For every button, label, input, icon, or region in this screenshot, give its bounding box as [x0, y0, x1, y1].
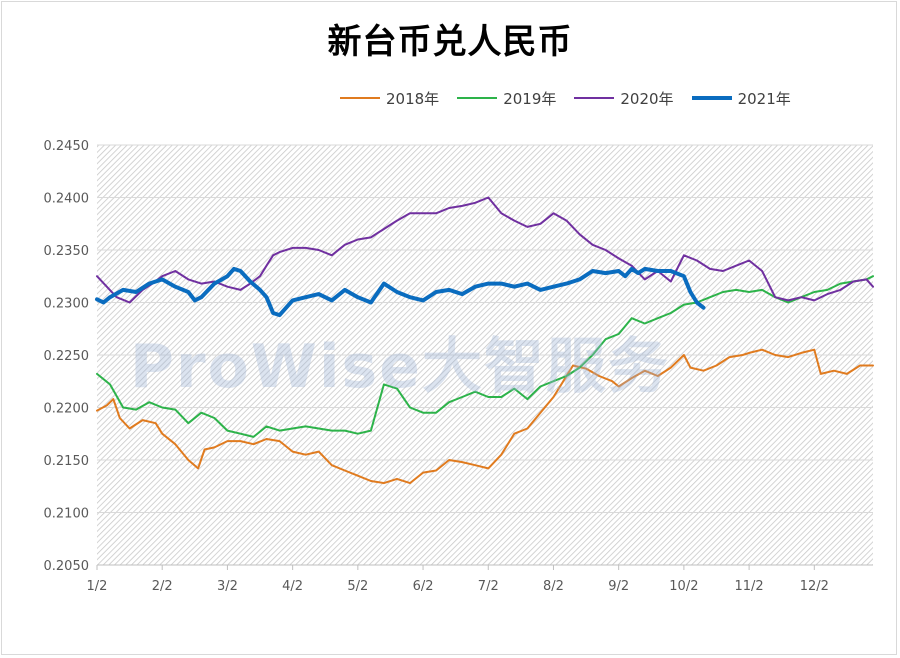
legend-swatch-2019: [457, 97, 498, 99]
legend-label-2020: 2020年: [620, 89, 674, 108]
legend-item-2018: 2018年: [340, 88, 439, 109]
y-tick-label: 0.2300: [44, 297, 90, 312]
legend-label-2019: 2019年: [503, 89, 557, 108]
chart-legend: 2018年 2019年 2020年 2021年: [340, 86, 809, 110]
series-line-2019: [96, 275, 874, 438]
series-layer: [95, 196, 874, 485]
y-tick-label: 0.2400: [44, 192, 90, 207]
y-tick-label: 0.2100: [44, 507, 90, 522]
legend-label-2018: 2018年: [386, 89, 440, 108]
x-axis-ticks: 1/2 2/2 3/2 4/2 5/2 6/2 7/2 8/2 9/2 10/2 11/2 12/2: [87, 565, 829, 594]
x-tick-label: 12/2: [800, 579, 829, 594]
y-tick-label: 0.2200: [44, 402, 90, 417]
x-tick-label: 2/2: [152, 579, 173, 594]
y-tick-label: 0.2150: [44, 454, 90, 469]
x-tick-label: 1/2: [87, 579, 108, 594]
legend-item-2021: 2021年: [691, 88, 791, 109]
legend-item-2020: 2020年: [574, 88, 674, 109]
series-line-2021: [95, 266, 706, 318]
legend-swatch-2020: [574, 97, 615, 99]
x-tick-label: 10/2: [669, 579, 698, 594]
x-tick-label: 4/2: [282, 579, 303, 594]
legend-item-2019: 2019年: [457, 88, 556, 109]
x-tick-label: 5/2: [347, 579, 368, 594]
y-tick-label: 0.2250: [44, 349, 90, 364]
x-tick-label: 6/2: [413, 579, 434, 594]
legend-swatch-2021: [691, 96, 732, 100]
x-tick-label: 3/2: [217, 579, 238, 594]
x-tick-label: 8/2: [543, 579, 564, 594]
y-axis-ticks: 0.2450 0.2400 0.2350 0.2300 0.2250 0.2200 0.21…: [44, 139, 90, 574]
x-tick-label: 11/2: [734, 579, 763, 594]
chart-title: 新台币兑人民币: [327, 22, 573, 62]
x-tick-label: 9/2: [608, 579, 629, 594]
legend-label-2021: 2021年: [737, 89, 791, 108]
y-tick-label: 0.2350: [44, 244, 90, 259]
series-line-2018: [96, 348, 874, 485]
series-line-2020: [96, 196, 874, 304]
y-tick-label: 0.2450: [44, 139, 90, 154]
legend-swatch-2018: [340, 97, 380, 99]
x-tick-label: 7/2: [478, 579, 499, 594]
y-tick-label: 0.2050: [44, 559, 90, 574]
